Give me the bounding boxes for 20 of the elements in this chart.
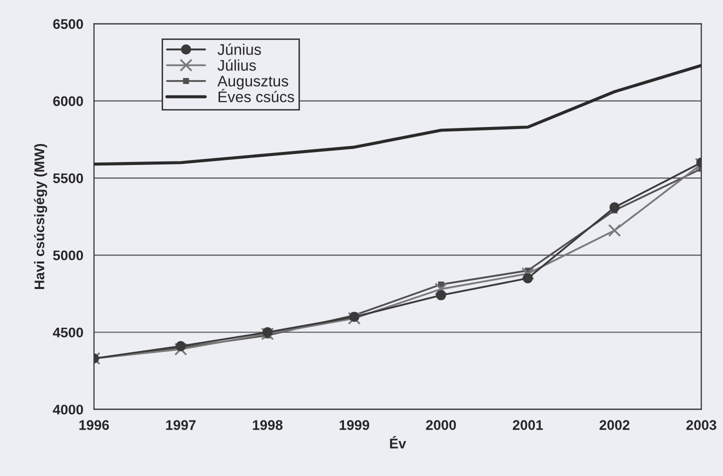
y-tick-label: 4000: [52, 404, 84, 415]
x-tick-label: 2003: [686, 420, 716, 430]
legend-label: Június: [218, 44, 261, 55]
x-tick-label: 1996: [79, 420, 109, 430]
x-tick-label: 2000: [426, 420, 456, 430]
legend-label: Augusztus: [217, 76, 288, 90]
y-tick-label: 6000: [53, 96, 84, 106]
y-tick-label: 5000: [53, 250, 84, 260]
x-tick-label: 2002: [600, 420, 630, 430]
y-tick-label: 4500: [52, 328, 84, 338]
x-axis-title: Év: [390, 436, 406, 448]
x-tick-label: 1998: [252, 420, 283, 430]
x-tick-label: 1999: [340, 420, 370, 430]
y-axis-title: Havi csúcsigégy (MW): [34, 144, 48, 289]
x-tick-label: 1997: [166, 420, 196, 430]
y-tick-label: 5500: [53, 173, 84, 184]
legend-label: Éves csúcs: [218, 88, 294, 102]
legend-label: Július: [218, 59, 256, 71]
x-tick-label: 2001: [512, 420, 543, 430]
y-tick-label: 6500: [53, 19, 84, 29]
